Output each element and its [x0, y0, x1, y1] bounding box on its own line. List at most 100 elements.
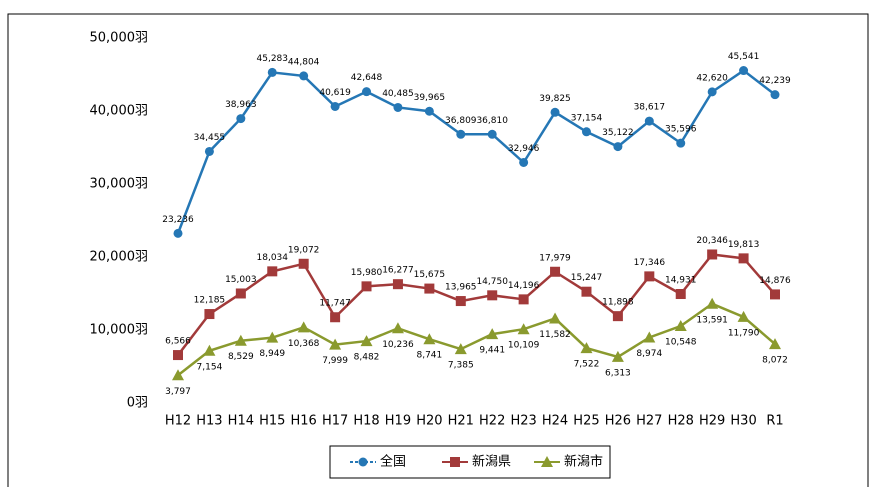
x-tick-label: H13	[196, 414, 222, 429]
data-label: 36,809	[445, 116, 477, 126]
data-label: 14,750	[476, 277, 508, 287]
data-label: 3,797	[165, 387, 191, 397]
y-tick-label: 40,000羽	[90, 104, 149, 119]
data-point	[769, 338, 781, 350]
legend-box	[329, 445, 611, 479]
data-point	[738, 253, 749, 264]
data-point	[580, 342, 593, 354]
data-point	[392, 279, 403, 290]
data-label: 8,949	[259, 349, 285, 359]
x-tick-label: H23	[510, 414, 536, 429]
x-tick-label: H20	[416, 414, 442, 429]
data-label: 13,965	[445, 283, 477, 293]
data-point	[234, 334, 247, 346]
data-label: 11,582	[539, 330, 571, 340]
data-point	[360, 335, 373, 347]
data-label: 42,239	[759, 76, 791, 86]
x-tick-label: H29	[699, 414, 725, 429]
data-point	[613, 142, 623, 152]
data-point	[675, 289, 686, 300]
legend-label: 新潟県	[472, 454, 511, 470]
x-tick-label: R1	[766, 414, 783, 429]
data-point	[297, 321, 310, 333]
data-point	[454, 343, 467, 355]
data-label: 15,247	[571, 273, 603, 283]
data-point	[204, 309, 215, 320]
data-label: 10,368	[288, 339, 320, 349]
data-label: 40,619	[319, 88, 351, 98]
data-point	[770, 289, 780, 300]
data-label: 42,620	[696, 73, 728, 83]
data-point	[581, 286, 592, 297]
data-point	[391, 322, 404, 334]
data-label: 11,898	[602, 298, 634, 308]
data-label: 38,963	[225, 100, 257, 110]
data-point	[361, 281, 372, 292]
data-point	[707, 249, 718, 260]
data-label: 7,999	[322, 356, 348, 366]
x-tick-label: H27	[636, 414, 662, 429]
data-label: 10,548	[665, 337, 697, 347]
data-point	[518, 294, 529, 305]
data-point	[612, 311, 623, 322]
y-tick-label: 0羽	[127, 396, 148, 411]
data-point	[550, 266, 561, 277]
series-line	[176, 69, 776, 234]
series-line	[177, 302, 776, 377]
data-point	[739, 66, 749, 76]
x-tick-label: H25	[573, 414, 599, 429]
data-label: 7,522	[574, 360, 600, 370]
x-tick-label: H21	[448, 414, 474, 429]
y-tick-label: 50,000羽	[90, 31, 149, 46]
x-tick-label: H12	[165, 414, 191, 429]
data-label: 14,876	[759, 276, 791, 286]
legend-marker	[358, 457, 368, 467]
data-point	[487, 129, 497, 139]
data-label: 8,072	[762, 356, 788, 366]
data-label: 42,648	[351, 73, 383, 83]
data-label: 10,109	[508, 341, 540, 351]
data-label: 7,385	[448, 361, 474, 371]
data-point	[611, 350, 624, 362]
data-label: 45,541	[728, 52, 760, 62]
data-label: 44,804	[288, 57, 320, 67]
data-point	[517, 323, 530, 335]
x-tick-label: H22	[479, 414, 505, 429]
x-tick-label: H24	[542, 414, 568, 429]
x-tick-label: H17	[322, 414, 348, 429]
data-label: 17,979	[539, 253, 571, 263]
data-label: 45,283	[257, 54, 289, 64]
data-label: 23,236	[162, 215, 194, 225]
data-label: 7,154	[197, 362, 223, 372]
data-point	[172, 369, 184, 381]
data-point	[424, 283, 435, 294]
data-point	[674, 319, 687, 331]
data-point	[487, 290, 498, 301]
data-point	[519, 157, 529, 167]
x-tick-label: H28	[668, 414, 694, 429]
data-point	[173, 350, 183, 361]
data-label: 32,946	[508, 144, 540, 154]
data-label: 36,810	[476, 116, 508, 126]
data-point	[330, 312, 341, 323]
legend-marker	[450, 457, 460, 467]
data-point	[299, 71, 309, 81]
data-point	[393, 102, 403, 112]
x-tick-label: H19	[385, 414, 411, 429]
data-point	[330, 101, 340, 111]
data-label: 34,455	[194, 133, 226, 143]
data-point	[173, 228, 183, 238]
data-point	[362, 87, 372, 97]
legend-marker	[541, 456, 553, 467]
data-label: 8,529	[228, 352, 254, 362]
data-label: 6,566	[165, 337, 191, 347]
data-label: 19,813	[728, 240, 760, 250]
x-tick-label: H18	[353, 414, 379, 429]
x-tick-label: H26	[605, 414, 631, 429]
data-point	[266, 331, 279, 343]
data-label: 20,346	[696, 236, 728, 246]
data-label: 19,072	[288, 245, 320, 255]
data-point	[267, 67, 277, 77]
data-label: 16,277	[382, 266, 414, 276]
data-point	[737, 310, 750, 322]
